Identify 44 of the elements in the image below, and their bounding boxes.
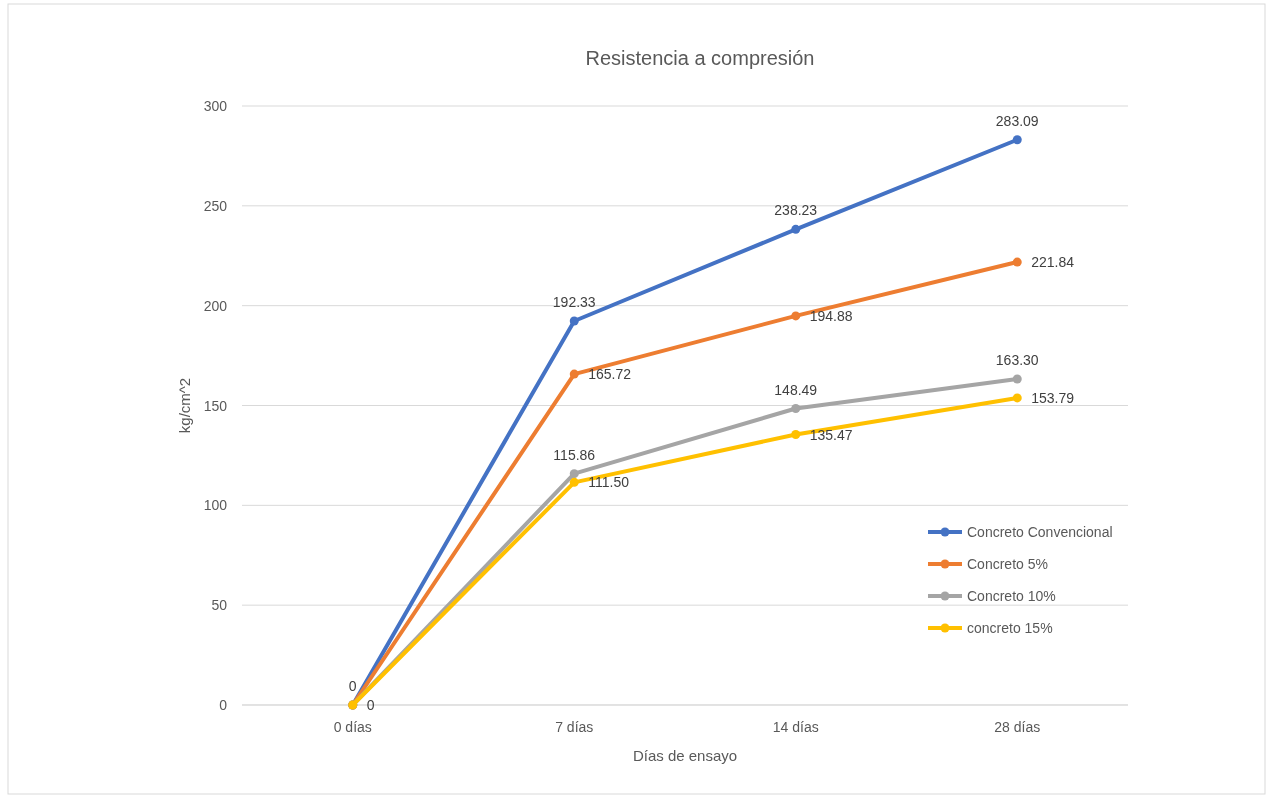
data-label: 111.50	[588, 474, 630, 491]
data-label: 194.88	[809, 307, 853, 324]
x-tick-label: 14 días	[772, 719, 819, 735]
point	[569, 369, 579, 379]
point	[1012, 374, 1022, 384]
y-tick-label: 200	[203, 297, 228, 314]
point	[569, 316, 579, 326]
point	[1012, 135, 1022, 145]
x-tick-label: 0 días	[333, 719, 372, 735]
x-tick-label: 7 días	[555, 719, 594, 735]
y-tick-label: 100	[203, 497, 228, 514]
data-label: 115.86	[553, 446, 596, 463]
point	[791, 311, 801, 321]
data-label: 0	[366, 697, 375, 713]
data-label: 153.79	[1031, 389, 1075, 406]
data-label: 163.30	[995, 351, 1039, 368]
legend-label: Concreto Convencional	[967, 524, 1113, 540]
data-label: 283.09	[995, 112, 1039, 129]
point	[569, 469, 579, 479]
y-tick-label: 50	[211, 597, 228, 614]
y-tick-label: 250	[203, 197, 228, 214]
data-label: 165.72	[588, 366, 632, 383]
point	[1012, 393, 1022, 403]
y-tick-label: 0	[219, 697, 228, 713]
data-label: 148.49	[774, 381, 818, 398]
data-label: 192.33	[552, 293, 596, 310]
point	[791, 430, 801, 440]
x-tick-label: 28 días	[994, 719, 1041, 735]
legend-label: concreto 15%	[967, 620, 1053, 636]
data-label: 135.47	[809, 426, 853, 443]
y-tick-label: 300	[203, 98, 228, 114]
point	[1012, 257, 1022, 267]
y-axis-title: kg/cm^2	[176, 377, 193, 434]
point	[569, 477, 579, 487]
data-label: 221.84	[1031, 254, 1075, 271]
point	[791, 224, 801, 234]
legend-label: Concreto 5%	[967, 556, 1048, 572]
x-axis-title: Días de ensayo	[632, 747, 738, 764]
point	[791, 404, 801, 414]
y-tick-label: 150	[203, 397, 228, 414]
data-label: 0	[348, 678, 357, 694]
chart-title: Resistencia a compresión	[585, 47, 815, 69]
legend-label: Concreto 10%	[967, 588, 1056, 604]
data-label: 238.23	[774, 202, 818, 219]
